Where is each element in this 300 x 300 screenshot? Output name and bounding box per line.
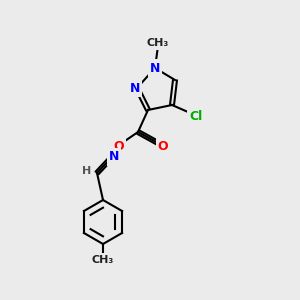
Text: O: O: [114, 140, 124, 152]
Text: CH₃: CH₃: [147, 38, 169, 48]
Text: N: N: [150, 61, 160, 74]
Text: O: O: [158, 140, 168, 152]
Text: Cl: Cl: [189, 110, 203, 124]
Text: N: N: [109, 151, 119, 164]
Text: N: N: [130, 82, 140, 94]
Text: CH₃: CH₃: [92, 255, 114, 265]
Text: H: H: [82, 166, 91, 176]
